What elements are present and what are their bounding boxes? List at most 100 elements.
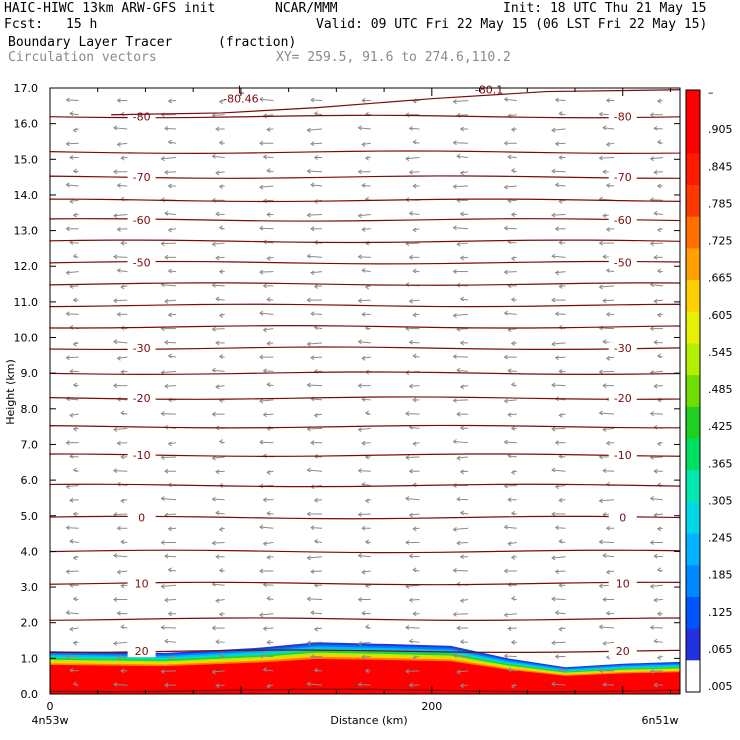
y-tick-label: 14.0 [14, 189, 39, 202]
circulation-vector [460, 512, 469, 515]
circulation-vector-head [218, 439, 223, 444]
circulation-vector [654, 513, 663, 516]
circulation-vector-head [452, 398, 457, 403]
circulation-vector-head [72, 127, 77, 133]
circulation-vector [405, 413, 420, 415]
colorbar-label: .545 [708, 346, 733, 359]
circulation-vector [310, 271, 323, 274]
circulation-vector [66, 570, 79, 573]
circulation-vector-head [160, 584, 165, 589]
circulation-vector-head [357, 169, 362, 175]
circulation-vector [311, 356, 323, 359]
isotherm-label: -50 [614, 257, 632, 270]
circulation-vector-head [306, 555, 311, 561]
circulation-vector [555, 570, 566, 573]
circulation-vector-head [412, 611, 417, 617]
circulation-vector [307, 556, 323, 559]
isotherm-label-bg [608, 577, 637, 590]
circulation-vector-head [408, 553, 413, 559]
circulation-vector-head [649, 112, 654, 118]
circulation-vector-head [456, 455, 461, 461]
circulation-vector [460, 427, 469, 429]
circulation-vector-head [452, 568, 457, 573]
circulation-vector-head [310, 440, 315, 446]
circulation-vector-head [69, 368, 74, 374]
circulation-vector-head [554, 141, 559, 147]
circulation-vector-head [313, 284, 318, 289]
circulation-vector-head [266, 127, 271, 133]
colorbar-swatch [686, 628, 700, 661]
circulation-vector-head [116, 183, 121, 188]
circulation-vector-head [598, 668, 603, 674]
circulation-vector-head [361, 481, 366, 487]
circulation-vector-head [412, 139, 417, 145]
circulation-vector-head [116, 569, 121, 575]
circulation-vector-head [408, 125, 413, 131]
circulation-vector [259, 526, 274, 529]
circulation-vector-head [364, 668, 370, 674]
circulation-vector [259, 185, 274, 188]
colorbar-label: .245 [708, 532, 733, 545]
circulation-vector-head [116, 311, 121, 317]
circulation-vector-head [310, 226, 315, 232]
circulation-vector-head [120, 240, 125, 246]
circulation-vector-head [113, 383, 118, 389]
circulation-vector-head [554, 226, 559, 232]
circulation-vector-head [120, 539, 125, 545]
circulation-vector-head [558, 667, 563, 673]
circulation-vector-head [65, 654, 70, 659]
circulation-vector [311, 313, 323, 315]
circulation-vector [307, 598, 323, 601]
circulation-vector-head [69, 111, 74, 116]
circulation-vector [555, 612, 566, 615]
circulation-vector-head [456, 625, 461, 631]
circulation-vector-head [211, 455, 216, 461]
circulation-vector-head [602, 125, 607, 131]
circulation-vector-head [262, 453, 267, 459]
circulation-vector [161, 157, 177, 160]
circulation-vector-head [218, 313, 223, 318]
colorbar-swatch [686, 311, 700, 344]
circulation-vector-head [605, 440, 611, 446]
circulation-vector [453, 527, 469, 530]
colorbar-frame [685, 89, 701, 693]
circulation-vector-head [310, 311, 315, 317]
circulation-vector [504, 227, 517, 230]
circulation-vector-head [452, 269, 457, 274]
circulation-vector-head [259, 140, 264, 146]
circulation-vector-head [262, 667, 267, 673]
circulation-vector-head [113, 298, 118, 304]
circulation-vector [460, 213, 469, 216]
isotherm-label-bg [127, 392, 156, 405]
circulation-vector-head [218, 611, 223, 617]
circulation-vector [69, 413, 79, 416]
colorbar-swatch [686, 153, 700, 186]
circulation-vector-head [554, 270, 559, 276]
circulation-vector [311, 142, 323, 145]
circulation-vector-head [160, 241, 165, 247]
circulation-vector-head [503, 653, 508, 659]
circulation-vector [70, 499, 79, 501]
circulation-vector [552, 427, 566, 430]
circulation-vector [263, 114, 274, 117]
cross-section-coordinates: XY= 259.5, 91.6 to 274.6,110.2 [276, 50, 511, 65]
circulation-vector-head [656, 567, 662, 573]
circulation-vector [555, 484, 566, 488]
circulation-vector [599, 285, 615, 288]
circulation-vector-head [306, 382, 311, 388]
isotherm-line [49, 303, 681, 308]
circulation-vector-head [452, 184, 457, 190]
circulation-vector-head [357, 468, 362, 474]
circulation-vector [599, 499, 615, 502]
circulation-vector-head [554, 440, 559, 446]
circulation-vector [508, 669, 517, 672]
circulation-vector [362, 483, 371, 486]
isotherm-label: 0 [619, 512, 626, 525]
colorbar-label: .425 [708, 420, 733, 433]
circulation-vector [358, 127, 371, 130]
circulation-vector-head [266, 595, 271, 601]
circulation-vector [654, 640, 663, 643]
circulation-vector [358, 513, 371, 516]
circulation-vector-head [69, 538, 74, 544]
isotherm-label-bg [127, 110, 156, 123]
